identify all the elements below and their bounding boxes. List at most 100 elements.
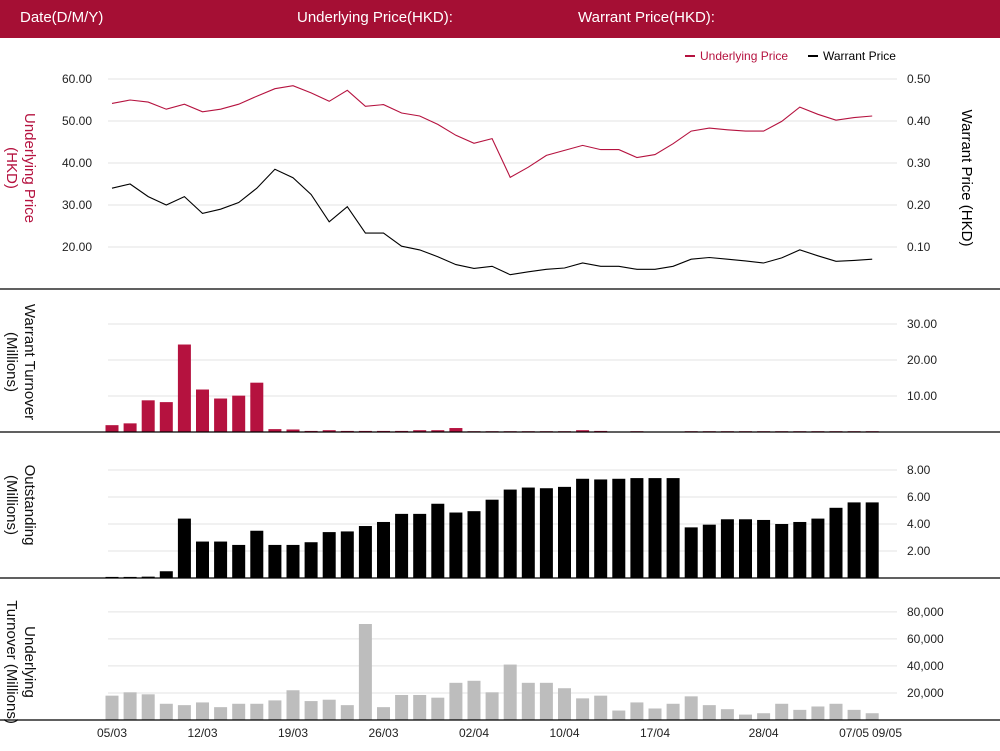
outstanding-bar	[576, 478, 590, 578]
underlying-turnover-bar	[159, 703, 173, 720]
outstanding-bar	[485, 499, 499, 578]
outstanding-bar	[322, 532, 336, 578]
outstanding-bar	[539, 488, 553, 578]
outstanding-bar	[521, 487, 535, 578]
outstanding-bar	[250, 530, 264, 578]
outstanding-axis-title: Outstanding(Millions)	[3, 465, 38, 546]
outstanding-tick-label: 6.00	[907, 490, 931, 504]
warrant-price-label: Warrant Price(HKD):	[578, 9, 715, 26]
underlying-turnover-bar	[358, 624, 372, 720]
underlying-turnover-bar	[648, 708, 662, 720]
outstanding-bar	[503, 489, 517, 578]
x-tick-label: 07/05	[839, 726, 869, 740]
outstanding-bar	[558, 486, 571, 578]
underlying-turnover-bar	[594, 695, 608, 720]
warrant-turnover-bar	[322, 430, 336, 432]
underlying-turnover-bar	[576, 698, 590, 720]
warrant-turnover-bar	[214, 398, 228, 432]
warrant-turnover-bar	[141, 400, 155, 432]
underlying-turnover-bar	[105, 695, 119, 720]
x-tick-label: 28/04	[749, 726, 779, 740]
warrant-turnover-bar	[286, 429, 300, 432]
underlying-turnover-bar	[232, 703, 246, 720]
underlying-turnover-bar	[268, 700, 282, 720]
outstanding-bar	[775, 524, 789, 578]
outstanding-bar	[449, 512, 463, 578]
underlying-turnover-bar	[141, 694, 155, 720]
underlying-turnover-bar	[847, 709, 861, 720]
warrant-price-axis-title: Warrant Price (HKD)	[958, 110, 975, 247]
outstanding-bar	[141, 576, 155, 578]
warrant-chart[interactable]: 60.00 50.00 40.00 30.00 20.00 0.50 0.40 0.30 0.2…	[0, 38, 1000, 751]
outstanding-bar	[377, 521, 390, 578]
outstanding-bar	[684, 527, 698, 578]
underlying-turnover-bar	[521, 682, 535, 720]
underlying-turnover-bar	[250, 703, 264, 720]
warrant-turnover-bar	[159, 402, 173, 432]
left-tick-label: 60.00	[62, 72, 92, 86]
x-tick-label: 19/03	[278, 726, 308, 740]
outstanding-bar	[413, 513, 427, 578]
warrant-turnover-bar	[177, 344, 191, 432]
x-tick-label: 17/04	[640, 726, 670, 740]
x-tick-label: 26/03	[368, 726, 398, 740]
outstanding-bar	[159, 571, 173, 578]
outstanding-bar	[829, 507, 843, 578]
underlying-turnover-bar	[702, 705, 716, 720]
warrant-turnover-axis-title: Warrant Turnover(Millions)	[3, 304, 38, 420]
warrant-turnover-bar	[576, 430, 590, 432]
left-tick-label: 50.00	[62, 114, 92, 128]
underlying-turnover-bar	[539, 682, 553, 720]
warrant-turnover-bar	[232, 395, 246, 432]
underlying-turnover-bar	[503, 664, 517, 720]
x-tick-label: 10/04	[549, 726, 579, 740]
legend-underlying-label: Underlying Price	[700, 49, 788, 63]
underlying-turnover-bar	[757, 713, 771, 720]
warrant-turnover-bar	[196, 389, 209, 432]
underlying-turnover-bar	[431, 697, 445, 720]
underlying-turnover-bar	[558, 688, 571, 720]
warrant-turnover-bar	[105, 425, 119, 432]
outstanding-tick-label: 8.00	[907, 463, 931, 477]
warrant-turnover-bar	[413, 430, 427, 432]
outstanding-bar	[865, 502, 879, 578]
underlying-price-line	[111, 85, 873, 179]
outstanding-bar	[739, 519, 752, 578]
outstanding-bar	[594, 479, 608, 578]
outstanding-bar	[811, 518, 825, 578]
outstanding-bar	[702, 524, 716, 578]
underlying-turnover-bar	[793, 709, 807, 720]
outstanding-bar	[847, 502, 861, 578]
underlying-turnover-bar	[395, 694, 409, 720]
right-tick-label: 0.30	[907, 156, 931, 170]
warrant-turnover-bar	[250, 382, 264, 432]
legend-warrant-label: Warrant Price	[823, 49, 896, 63]
underlying-turnover-bar	[322, 699, 336, 720]
underlying-turnover-tick-label: 80,000	[907, 605, 944, 619]
outstanding-bar	[630, 478, 644, 578]
warrant-turnover-bar	[431, 430, 445, 432]
underlying-price-axis-title: Underlying Price(HKD)	[3, 113, 38, 223]
outstanding-bar	[340, 531, 354, 578]
underlying-price-label: Underlying Price(HKD):	[297, 9, 453, 26]
outstanding-bar	[467, 511, 481, 578]
right-tick-label: 0.10	[907, 240, 931, 254]
outstanding-bar	[304, 542, 318, 578]
turnover-tick-label: 20.00	[907, 353, 937, 367]
underlying-turnover-bar	[304, 701, 318, 720]
header-bar: Date(D/M/Y) Underlying Price(HKD): Warra…	[0, 0, 1000, 38]
underlying-turnover-bar	[739, 714, 752, 720]
warrant-turnover-bar	[123, 423, 137, 432]
underlying-turnover-bar	[177, 705, 191, 720]
right-tick-label: 0.50	[907, 72, 931, 86]
outstanding-bar	[612, 478, 626, 578]
outstanding-bar	[214, 541, 228, 578]
left-tick-label: 40.00	[62, 156, 92, 170]
underlying-turnover-bar	[775, 703, 789, 720]
underlying-turnover-bar	[286, 690, 300, 720]
outstanding-bar	[648, 478, 662, 578]
x-tick-label: 05/03	[97, 726, 127, 740]
x-tick-label: 09/05	[872, 726, 902, 740]
left-tick-label: 20.00	[62, 240, 92, 254]
outstanding-bar	[196, 541, 209, 578]
